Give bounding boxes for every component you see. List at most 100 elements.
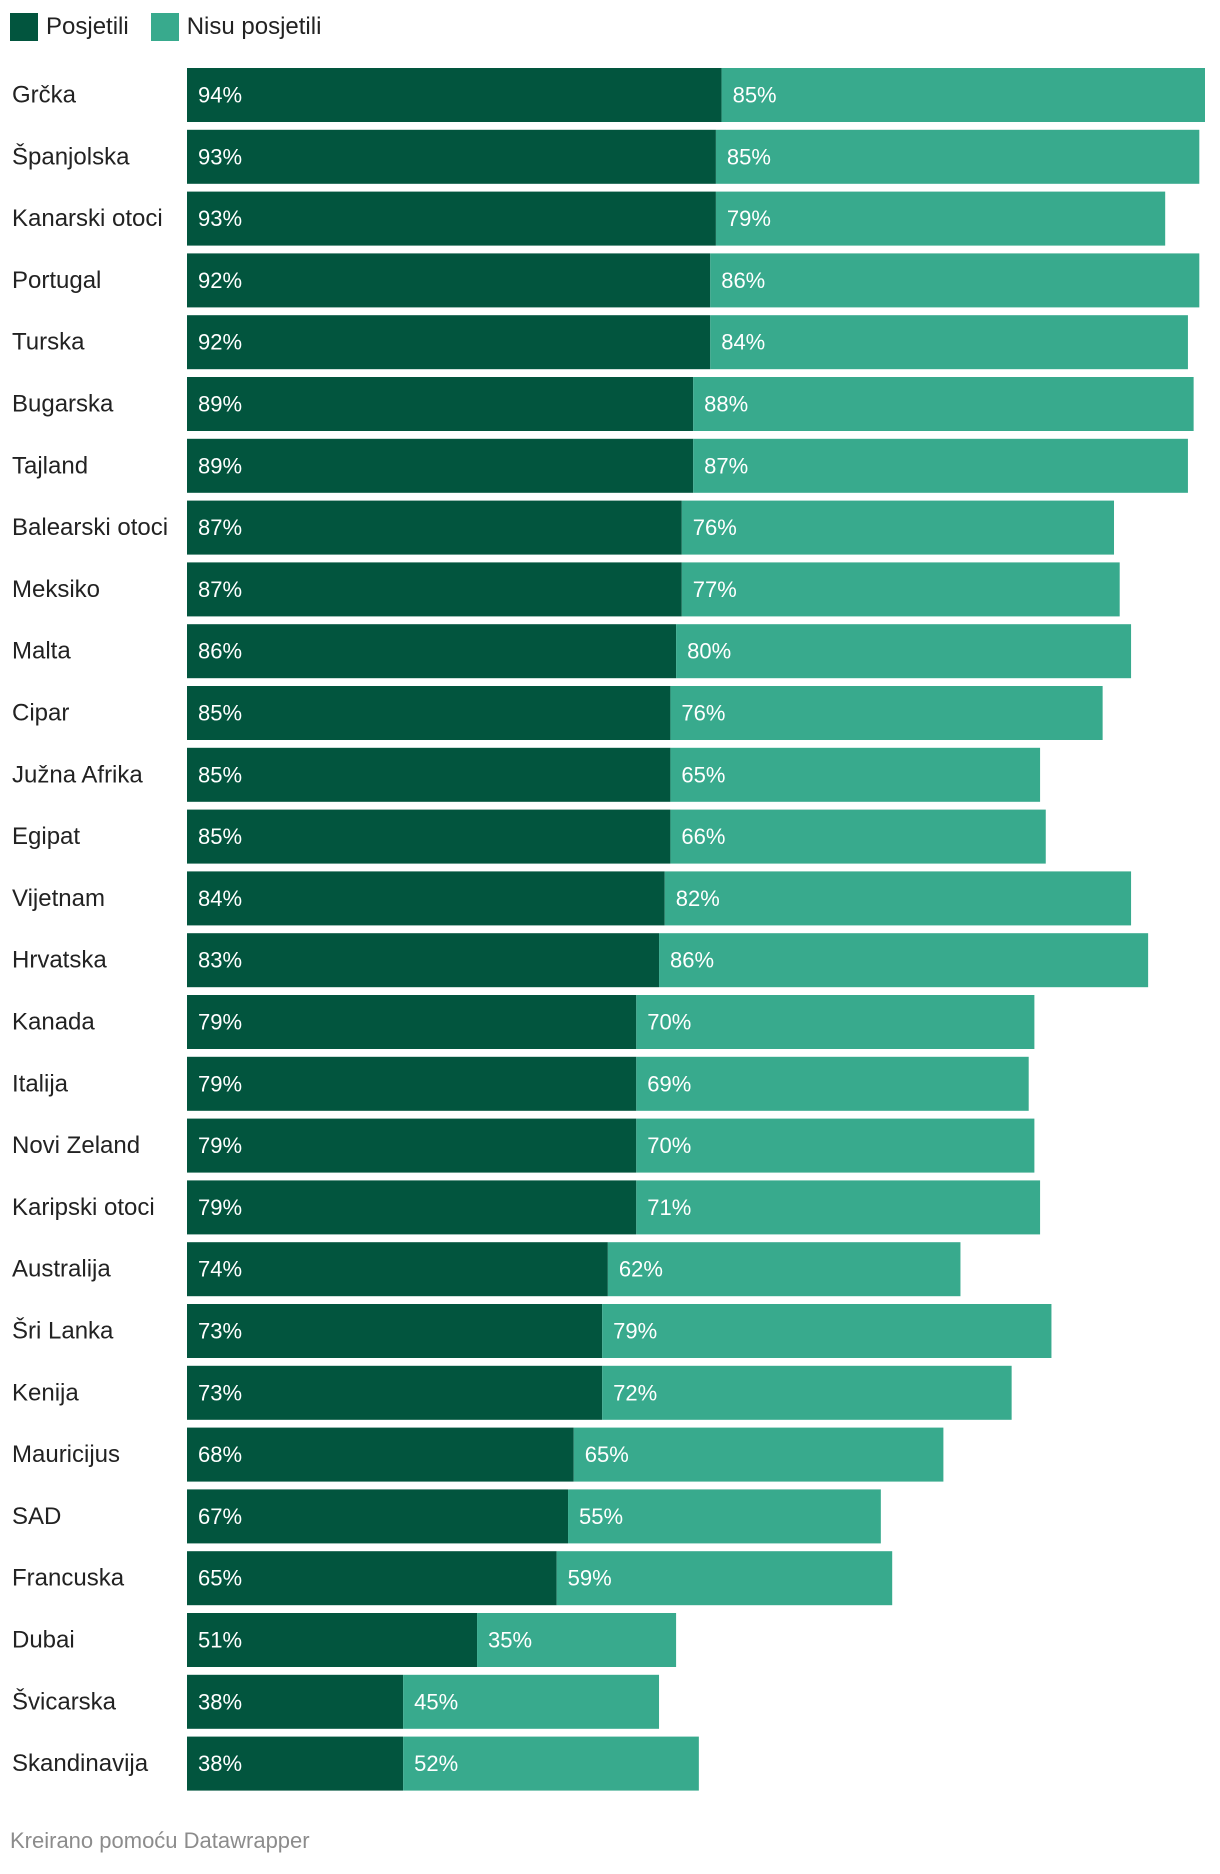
bar-visited[interactable] xyxy=(187,438,694,493)
category-label: Francuska xyxy=(12,1565,125,1592)
bar-row: Portugal 92% 86% xyxy=(12,253,1200,308)
bar-not-visited[interactable] xyxy=(681,562,1120,617)
category-label: Bugarska xyxy=(12,391,114,418)
value-label-visited: 89% xyxy=(198,453,242,478)
bar-visited[interactable] xyxy=(187,871,665,926)
bar-not-visited[interactable] xyxy=(670,686,1103,740)
bar-visited[interactable] xyxy=(187,1736,404,1791)
bar-not-visited[interactable] xyxy=(477,1613,677,1667)
bar-visited[interactable] xyxy=(187,500,682,555)
value-label-not-visited: 72% xyxy=(613,1380,657,1405)
bar-not-visited[interactable] xyxy=(602,1304,1052,1358)
bar-not-visited[interactable] xyxy=(681,500,1115,555)
category-label: Malta xyxy=(12,638,71,665)
bar-row: Meksiko 87% 77% xyxy=(12,562,1120,617)
bar-visited[interactable] xyxy=(187,686,671,740)
bar-visited[interactable] xyxy=(187,1427,574,1482)
bar-not-visited[interactable] xyxy=(403,1674,660,1729)
bar-visited[interactable] xyxy=(187,995,637,1049)
bar-not-visited[interactable] xyxy=(556,1551,893,1606)
category-label: Meksiko xyxy=(12,576,100,603)
bar-not-visited[interactable] xyxy=(568,1489,881,1544)
value-label-visited: 67% xyxy=(198,1504,242,1529)
category-label: Vijetnam xyxy=(12,885,105,912)
bar-not-visited[interactable] xyxy=(710,315,1188,370)
bar-visited[interactable] xyxy=(187,1304,603,1358)
bar-not-visited[interactable] xyxy=(573,1427,944,1482)
value-label-not-visited: 86% xyxy=(670,948,714,973)
bar-visited[interactable] xyxy=(187,562,682,617)
bar-visited[interactable] xyxy=(187,624,677,679)
bar-not-visited[interactable] xyxy=(636,1118,1035,1173)
bar-row: Karipski otoci 79% 71% xyxy=(12,1180,1041,1235)
value-label-not-visited: 59% xyxy=(568,1566,612,1591)
bar-not-visited[interactable] xyxy=(721,68,1205,122)
bar-visited[interactable] xyxy=(187,933,660,988)
value-label-not-visited: 70% xyxy=(647,1010,691,1035)
bar-visited[interactable] xyxy=(187,1242,608,1297)
category-label: Švicarska xyxy=(12,1687,117,1715)
category-label: Tajland xyxy=(12,452,88,479)
category-label: Turska xyxy=(12,329,85,356)
bar-not-visited[interactable] xyxy=(636,1056,1029,1111)
category-label: Novi Zeland xyxy=(12,1132,140,1159)
bar-visited[interactable] xyxy=(187,191,716,246)
value-label-visited: 86% xyxy=(198,639,242,664)
value-label-visited: 85% xyxy=(198,701,242,726)
bar-visited[interactable] xyxy=(187,1613,478,1667)
category-label: Italija xyxy=(12,1070,69,1097)
value-label-visited: 73% xyxy=(198,1319,242,1344)
value-label-not-visited: 85% xyxy=(733,83,777,108)
bar-visited[interactable] xyxy=(187,747,671,802)
legend-item-not-visited[interactable]: Nisu posjetili xyxy=(150,13,321,41)
bar-not-visited[interactable] xyxy=(670,747,1041,802)
bar-visited[interactable] xyxy=(187,315,711,370)
bar-visited[interactable] xyxy=(187,68,722,122)
bar-row: Balearski otoci 87% 76% xyxy=(12,500,1115,555)
bar-not-visited[interactable] xyxy=(602,1365,1012,1420)
bar-visited[interactable] xyxy=(187,1674,404,1729)
bar-not-visited[interactable] xyxy=(636,1180,1041,1235)
bar-not-visited[interactable] xyxy=(403,1736,699,1791)
bar-row: Australija 74% 62% xyxy=(12,1242,961,1297)
category-label: Portugal xyxy=(12,267,101,294)
value-label-not-visited: 80% xyxy=(687,639,731,664)
bar-not-visited[interactable] xyxy=(676,624,1132,679)
value-label-visited: 68% xyxy=(198,1442,242,1467)
bar-not-visited[interactable] xyxy=(664,871,1132,926)
legend-label-visited: Posjetili xyxy=(46,13,129,40)
bar-row: Tajland 89% 87% xyxy=(12,438,1188,493)
bar-visited[interactable] xyxy=(187,1056,637,1111)
bar-not-visited[interactable] xyxy=(715,191,1166,246)
bar-visited[interactable] xyxy=(187,253,711,308)
value-label-visited: 93% xyxy=(198,144,242,169)
bar-visited[interactable] xyxy=(187,809,671,864)
bar-not-visited[interactable] xyxy=(693,438,1188,493)
bar-visited[interactable] xyxy=(187,1551,557,1606)
bar-visited[interactable] xyxy=(187,1365,603,1420)
bar-visited[interactable] xyxy=(187,129,716,184)
bar-visited[interactable] xyxy=(187,1118,637,1173)
bar-not-visited[interactable] xyxy=(607,1242,961,1297)
category-label: Grčka xyxy=(12,82,77,109)
bar-not-visited[interactable] xyxy=(670,809,1046,864)
bar-not-visited[interactable] xyxy=(659,933,1149,988)
bar-row: Južna Afrika 85% 65% xyxy=(12,747,1041,802)
value-label-not-visited: 71% xyxy=(647,1195,691,1220)
bar-visited[interactable] xyxy=(187,1489,569,1544)
bar-not-visited[interactable] xyxy=(710,253,1200,308)
value-label-not-visited: 76% xyxy=(693,515,737,540)
legend: Posjetili Nisu posjetili xyxy=(10,12,343,42)
value-label-visited: 79% xyxy=(198,1010,242,1035)
bar-visited[interactable] xyxy=(187,377,694,431)
bar-not-visited[interactable] xyxy=(693,377,1194,431)
legend-item-visited[interactable]: Posjetili xyxy=(10,13,129,41)
value-label-visited: 38% xyxy=(198,1689,242,1714)
stacked-bar-chart: Grčka 94% 85% Španjolska 93% 85% Kanarski otoc… xyxy=(12,68,1205,1791)
value-label-visited: 85% xyxy=(198,824,242,849)
bar-not-visited[interactable] xyxy=(715,129,1200,184)
bar-row: Švicarska 38% 45% xyxy=(12,1674,660,1729)
bar-not-visited[interactable] xyxy=(636,995,1035,1049)
bar-visited[interactable] xyxy=(187,1180,637,1235)
legend-swatch-visited xyxy=(10,13,38,41)
